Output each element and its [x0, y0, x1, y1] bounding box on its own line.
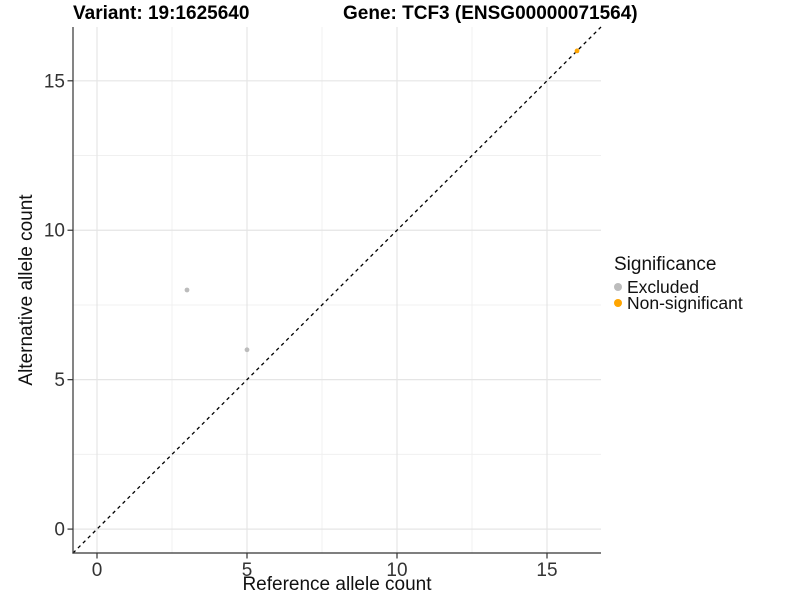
legend-entries: Excluded Non-significant	[614, 276, 743, 313]
legend-dot-icon	[614, 299, 622, 307]
legend-entry-label: Excluded	[627, 276, 699, 297]
y-tick-label: 5	[54, 370, 65, 391]
data-point-excluded	[184, 287, 190, 293]
data-point-non-significant	[574, 48, 580, 54]
x-tick-label: 15	[536, 560, 557, 581]
y-tick-label: 10	[44, 221, 65, 242]
legend-entry-label: Non-significant	[627, 292, 743, 313]
x-tick-label: 10	[386, 560, 407, 581]
identity-line	[72, 26, 602, 554]
x-tick-label: 0	[92, 560, 103, 581]
legend-title: Significance	[614, 254, 717, 275]
data-point-excluded	[244, 347, 250, 353]
legend-entry: Non-significant	[614, 292, 743, 313]
legend-dot-icon	[614, 283, 622, 291]
plot-title-gene: Gene: TCF3 (ENSG00000071564)	[343, 3, 638, 24]
y-tick-label: 0	[54, 520, 65, 541]
legend-entry: Excluded	[614, 276, 743, 297]
legend: Significance Excluded Non-significant	[614, 254, 743, 313]
x-axis-title-text: Reference allele count	[242, 574, 432, 595]
y-axis-title-text: Alternative allele count	[16, 194, 37, 386]
plot-title-variant: Variant: 19:1625640	[73, 3, 250, 24]
x-tick-label: 5	[242, 560, 253, 581]
y-tick-label: 15	[44, 71, 65, 92]
